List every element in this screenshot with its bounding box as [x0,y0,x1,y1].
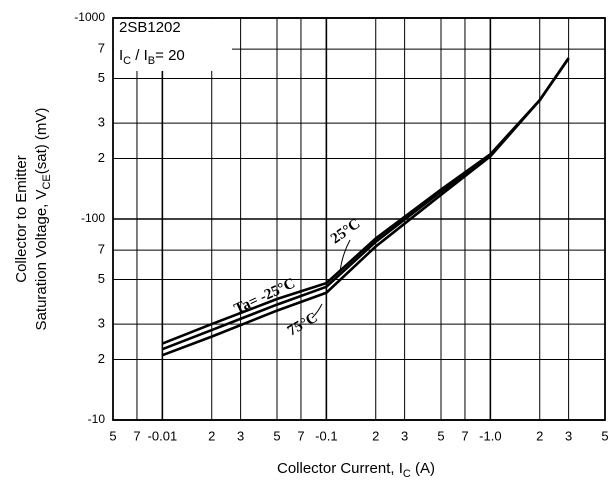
curve-label: 25°C [328,216,363,247]
y-tick-label: 3 [98,316,105,331]
condition: IC / IB= 20 [119,47,185,67]
x-tick-label: 7 [461,428,468,443]
leader-line [311,303,323,319]
x-tick-label: 5 [437,428,444,443]
plot-frame [112,17,606,421]
x-axis-label: Collector Current, IC (A) [277,460,435,480]
y-tick-label: 3 [98,115,105,130]
x-tick-label: 7 [133,428,140,443]
y-label-line1: Collector to Emitter [13,155,30,283]
x-tick-label: 7 [297,428,304,443]
y-tick-label: 2 [98,351,105,366]
x-tick-label: 5 [273,428,280,443]
x-label-sub: C [403,468,411,480]
curve [161,57,570,351]
annotation-box [114,19,232,71]
x-tick-label: 2 [208,428,215,443]
curve [161,57,570,357]
y-tick-label: -10 [88,412,106,426]
condition-part: = 20 [155,47,185,64]
x-tick-label: 5 [109,428,116,443]
y-tick-label: 7 [98,242,105,257]
grid [112,17,606,421]
x-tick-label: 3 [237,428,244,443]
y-tick-label: -100 [81,211,105,225]
y-tick-label: 2 [98,150,105,165]
condition-sub: C [123,55,131,67]
x-tick-label: 5 [601,428,608,443]
x-tick-label: 2 [372,428,379,443]
condition-part: / I [131,47,148,64]
x-tick-label: -0.1 [315,428,337,443]
curve [161,57,570,345]
x-tick-label: -0.01 [148,428,178,443]
condition-sub: B [148,55,155,67]
y-tick-label: 5 [98,271,105,286]
x-tick-label: 3 [401,428,408,443]
x-label-part: Collector Current, I [277,460,403,477]
x-tick-label: -1.0 [479,428,501,443]
device-name: 2SB1202 [119,19,181,36]
y-label-line2: Saturation Voltage, VCE(sat) (mV) [33,108,53,331]
y-label-part: Saturation Voltage, V [33,190,50,331]
y-tick-label: -1000 [74,10,105,24]
x-tick-label: 3 [565,428,572,443]
y-axis-label: Collector to Emitter Saturation Voltage,… [13,108,53,331]
x-tick-label: 2 [536,428,543,443]
curves [161,57,570,357]
y-tick-label: 7 [98,41,105,56]
y-label-sub: CE [41,174,53,189]
leader-line [339,239,351,273]
x-label-part: (A) [411,460,435,477]
condition-part: I [119,47,123,64]
y-label-part: (sat) (mV) [33,108,50,175]
y-tick-label: 5 [98,70,105,85]
